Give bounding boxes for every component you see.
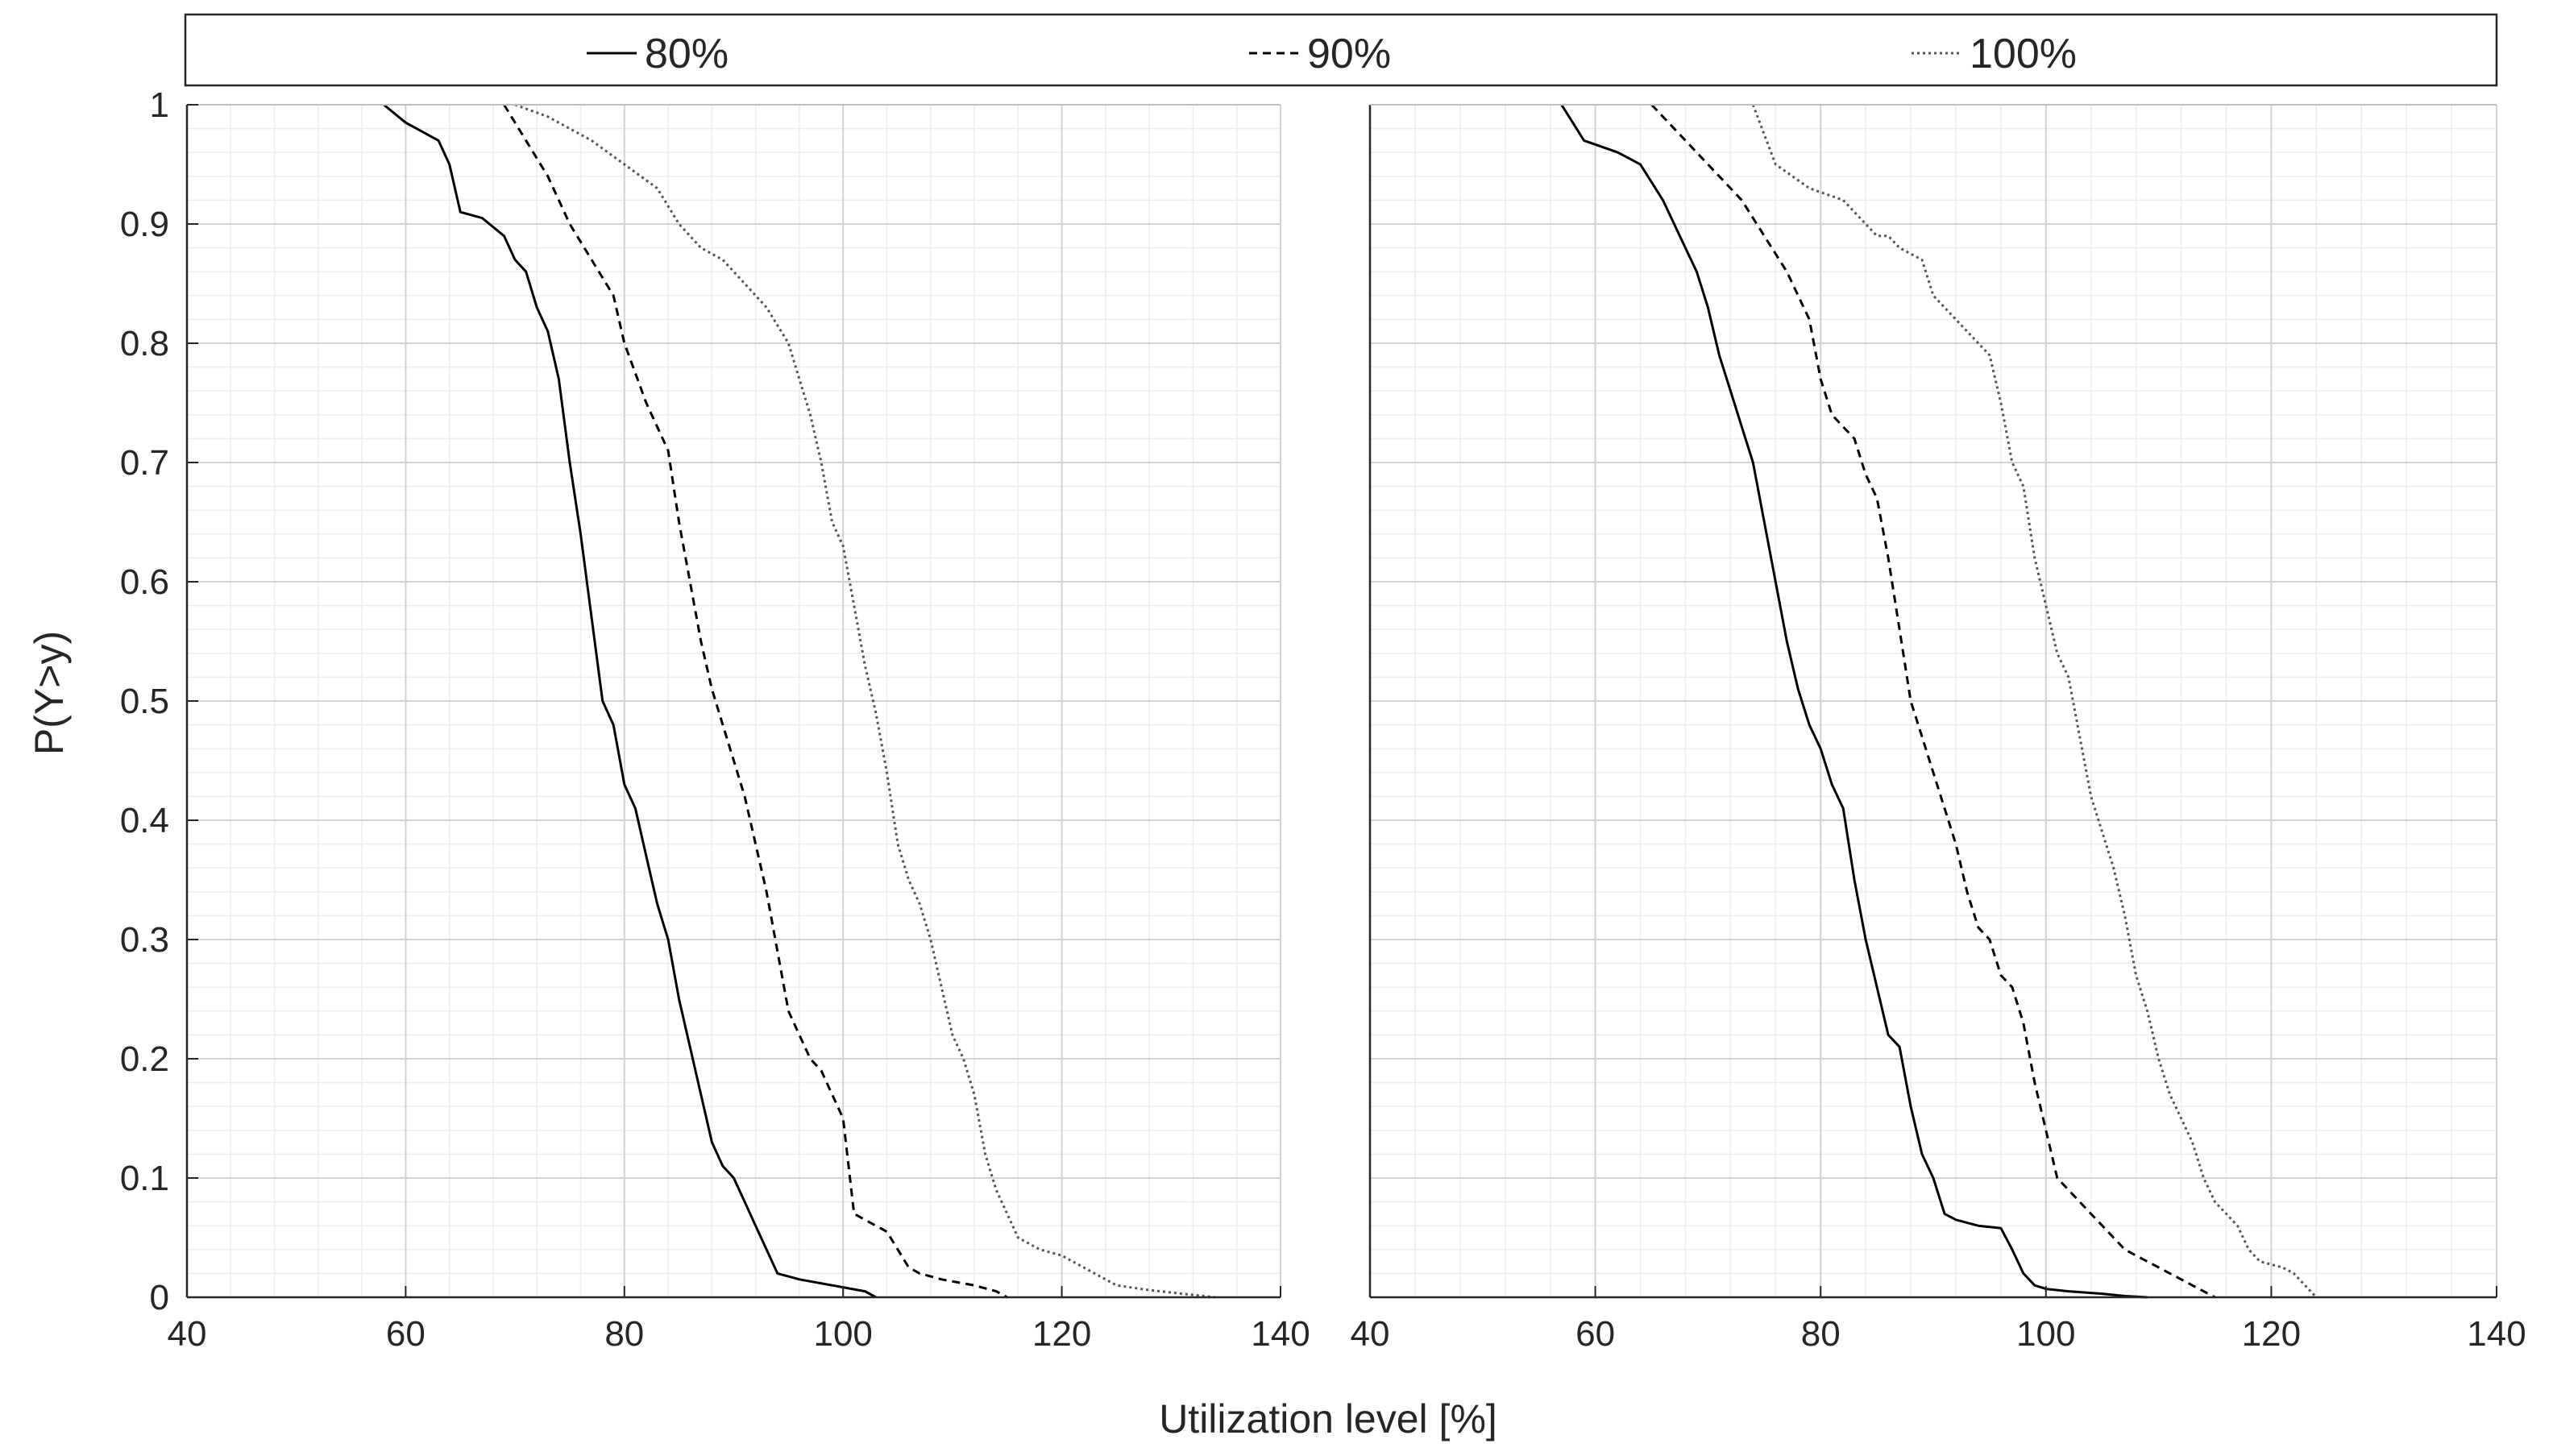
y-tick-label: 0.1: [120, 1159, 169, 1198]
legend-label-90: 90%: [1307, 31, 1391, 77]
x-tick-label: 100: [813, 1314, 872, 1354]
series-line-100pct-right: [1751, 104, 2318, 1299]
y-tick-label: 0.5: [120, 682, 169, 721]
series-line-80pct-right: [1560, 104, 2148, 1299]
x-axis-label: Utilization level [%]: [1159, 1396, 1497, 1441]
right-axes: [1368, 104, 2497, 1299]
y-tick-label: 1: [150, 85, 169, 125]
x-tick-label: 120: [1032, 1314, 1091, 1354]
x-tick-label: 60: [386, 1314, 426, 1354]
y-tick-label: 0.8: [120, 324, 169, 363]
y-tick-label: 0.7: [120, 443, 169, 483]
x-tick-label: 60: [1575, 1314, 1615, 1354]
x-tick-label: 80: [1801, 1314, 1841, 1354]
x-tick-label: 40: [168, 1314, 207, 1354]
series-line-100pct-left: [514, 103, 1215, 1299]
x-tick-label: 120: [2242, 1314, 2301, 1354]
y-tick-label: 0: [150, 1278, 169, 1317]
right-ticks: 40 60 80 100 120 140: [1351, 1286, 2526, 1354]
legend-label-100: 100%: [1970, 31, 2077, 77]
legend-label-80: 80%: [645, 31, 729, 77]
y-tick-label: 0.9: [120, 205, 169, 244]
right-plot-lines: [1560, 103, 2318, 1299]
series-line-90pct-right: [1650, 103, 2216, 1299]
x-tick-label: 40: [1351, 1314, 1390, 1354]
legend-box: [184, 13, 2498, 87]
right-panel: 40 60 80 100 120 140: [1351, 103, 2526, 1354]
x-tick-label: 80: [604, 1314, 644, 1354]
y-tick-label: 0.6: [120, 562, 169, 602]
x-tick-label: 140: [1251, 1314, 1310, 1354]
y-tick-label: 0.4: [120, 801, 169, 840]
series-line-80pct-left: [383, 103, 877, 1299]
x-tick-label: 140: [2467, 1314, 2526, 1354]
left-plot-lines: [383, 103, 1215, 1299]
y-axis-label: P(Y>y): [27, 631, 72, 755]
x-tick-label: 100: [2016, 1314, 2075, 1354]
left-ticks: 40 60 80 100 120 140 0 0.1 0.2 0.3 0.4 0.5 0.6 0.7 0.8…: [120, 85, 1310, 1354]
legend: 80% 90% 100%: [184, 13, 2498, 87]
y-tick-label: 0.2: [120, 1039, 169, 1079]
series-line-90pct-left: [503, 104, 1008, 1299]
y-tick-label: 0.3: [120, 920, 169, 960]
left-panel: 40 60 80 100 120 140 0 0.1 0.2 0.3 0.4 0.5 0.6 0.7 0.8…: [120, 85, 1310, 1354]
